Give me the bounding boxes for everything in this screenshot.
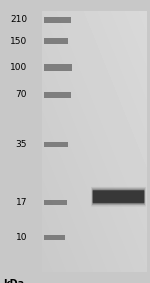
FancyBboxPatch shape — [93, 190, 144, 203]
FancyBboxPatch shape — [92, 188, 145, 205]
FancyBboxPatch shape — [44, 142, 68, 147]
Text: 150: 150 — [10, 37, 27, 46]
FancyBboxPatch shape — [44, 200, 67, 205]
FancyBboxPatch shape — [44, 38, 68, 44]
Text: 17: 17 — [15, 198, 27, 207]
FancyBboxPatch shape — [42, 11, 147, 272]
FancyBboxPatch shape — [93, 190, 144, 204]
Text: 100: 100 — [10, 63, 27, 72]
Text: 70: 70 — [15, 90, 27, 99]
FancyBboxPatch shape — [44, 235, 65, 240]
FancyBboxPatch shape — [44, 64, 72, 71]
FancyBboxPatch shape — [91, 187, 146, 207]
Text: 10: 10 — [15, 233, 27, 242]
FancyBboxPatch shape — [44, 17, 70, 23]
Text: 210: 210 — [10, 15, 27, 24]
Text: kDa: kDa — [3, 279, 24, 283]
FancyBboxPatch shape — [44, 92, 70, 98]
Text: 35: 35 — [15, 140, 27, 149]
